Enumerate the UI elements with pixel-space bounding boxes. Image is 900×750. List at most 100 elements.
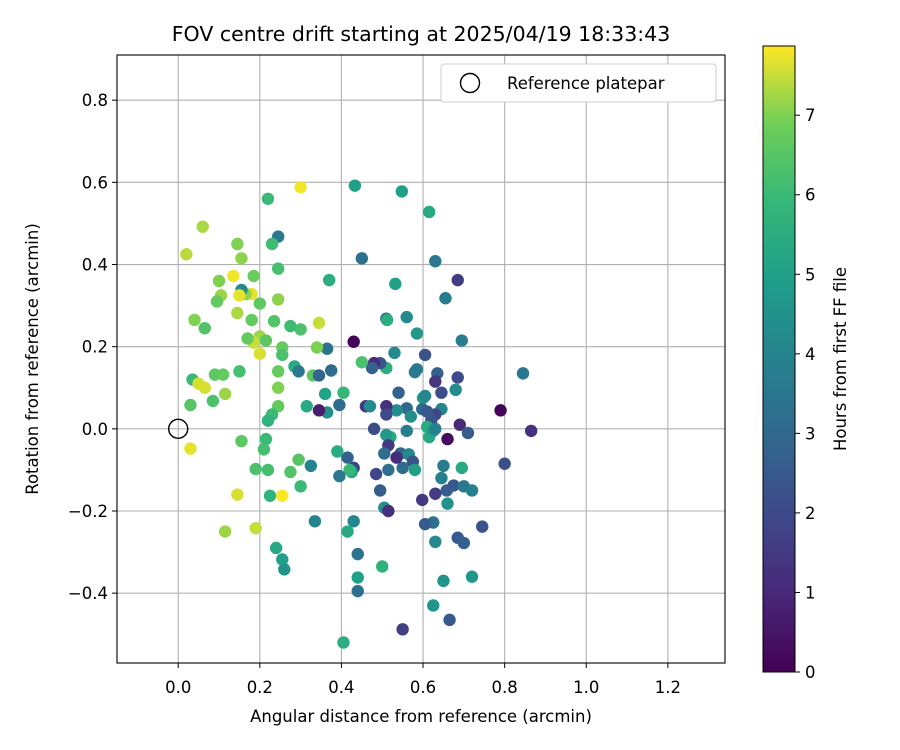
x-tick-label: 1.2 <box>655 678 681 697</box>
data-point <box>231 306 244 320</box>
data-point <box>284 319 297 333</box>
colorbar: 0 1 2 3 4 5 6 7 Hours from first FF file <box>762 45 850 682</box>
data-point <box>439 292 452 305</box>
data-point <box>267 315 281 328</box>
legend-reference-marker <box>459 72 481 94</box>
data-point <box>396 461 409 475</box>
data-point <box>249 462 262 476</box>
data-point <box>396 623 409 636</box>
data-point <box>253 297 267 310</box>
data-point <box>437 574 450 588</box>
data-point <box>333 398 346 412</box>
y-axis-ticks: −0.4 −0.2 0.0 0.2 0.4 0.6 0.8 <box>68 91 117 603</box>
legend-box <box>440 63 717 103</box>
data-point <box>404 410 417 423</box>
x-axis-ticks: 0.0 0.2 0.4 0.6 0.8 1.0 1.2 <box>165 663 681 697</box>
data-point <box>196 220 209 233</box>
colorbar-tick-label: 5 <box>805 265 816 284</box>
data-point <box>235 434 248 448</box>
data-point <box>369 467 383 481</box>
data-point <box>320 342 334 355</box>
data-point <box>278 563 291 576</box>
data-point <box>294 323 307 336</box>
data-point <box>416 493 429 507</box>
data-point <box>325 364 338 377</box>
y-tick-label: −0.2 <box>68 502 108 521</box>
data-point <box>418 389 432 403</box>
data-point <box>318 387 332 401</box>
chart-title: FOV centre drift starting at 2025/04/19 … <box>172 22 671 46</box>
data-point <box>449 383 462 397</box>
colorbar-tick-label: 2 <box>805 504 816 523</box>
data-point <box>388 346 401 360</box>
data-point <box>343 463 356 477</box>
data-point <box>184 442 197 455</box>
data-point <box>261 414 275 427</box>
data-point <box>355 252 369 265</box>
data-point <box>276 553 289 566</box>
data-point <box>443 613 456 627</box>
data-point <box>380 428 393 442</box>
data-point <box>322 273 336 287</box>
data-point <box>516 367 530 380</box>
data-point <box>395 185 409 198</box>
data-point <box>218 387 232 401</box>
colorbar-tick-label: 6 <box>805 186 816 205</box>
data-point <box>233 289 246 302</box>
data-point <box>376 560 389 573</box>
data-point <box>373 484 387 497</box>
data-point <box>188 313 201 327</box>
colorbar-ticks: 0 1 2 3 4 5 6 7 <box>795 106 816 682</box>
data-point <box>347 515 360 528</box>
data-point <box>304 459 318 473</box>
data-point <box>418 517 432 531</box>
data-point <box>351 571 364 584</box>
data-point <box>465 570 479 583</box>
data-point <box>271 365 285 378</box>
y-tick-label: 0.0 <box>82 420 108 439</box>
x-tick-label: 0.6 <box>410 678 436 697</box>
data-point <box>276 489 289 502</box>
data-point <box>465 484 479 497</box>
data-point <box>390 404 403 417</box>
data-point <box>269 541 283 555</box>
data-point <box>367 422 381 436</box>
data-point <box>294 181 307 194</box>
data-point <box>453 418 466 431</box>
data-point <box>392 386 405 399</box>
data-point <box>437 459 450 473</box>
data-point <box>455 334 469 347</box>
data-point <box>498 457 511 470</box>
y-tick-label: −0.4 <box>68 584 108 603</box>
data-point <box>422 205 436 219</box>
x-tick-label: 1.0 <box>573 678 599 697</box>
data-point <box>427 599 440 612</box>
data-point <box>390 451 403 464</box>
data-point <box>337 386 350 399</box>
colorbar-tick-label: 4 <box>805 345 816 364</box>
y-tick-label: 0.2 <box>82 338 108 357</box>
data-point <box>259 432 273 446</box>
data-point <box>382 463 395 477</box>
data-point <box>257 443 271 456</box>
data-point <box>378 447 391 460</box>
data-point <box>341 451 354 464</box>
data-point <box>292 365 305 378</box>
data-point <box>341 525 354 538</box>
data-point <box>435 471 448 485</box>
data-point <box>312 404 326 417</box>
data-point <box>198 381 211 394</box>
reference-platepar-marker <box>168 418 189 440</box>
y-tick-label: 0.6 <box>82 173 108 192</box>
plot-frame <box>116 54 726 664</box>
data-point <box>455 461 469 475</box>
data-point <box>351 584 364 598</box>
data-point <box>231 488 244 501</box>
data-point <box>451 371 464 384</box>
data-point <box>261 192 275 205</box>
data-point <box>351 547 364 561</box>
data-point <box>420 405 434 418</box>
data-point <box>184 398 197 412</box>
data-point <box>308 515 322 528</box>
data-point <box>476 520 489 533</box>
